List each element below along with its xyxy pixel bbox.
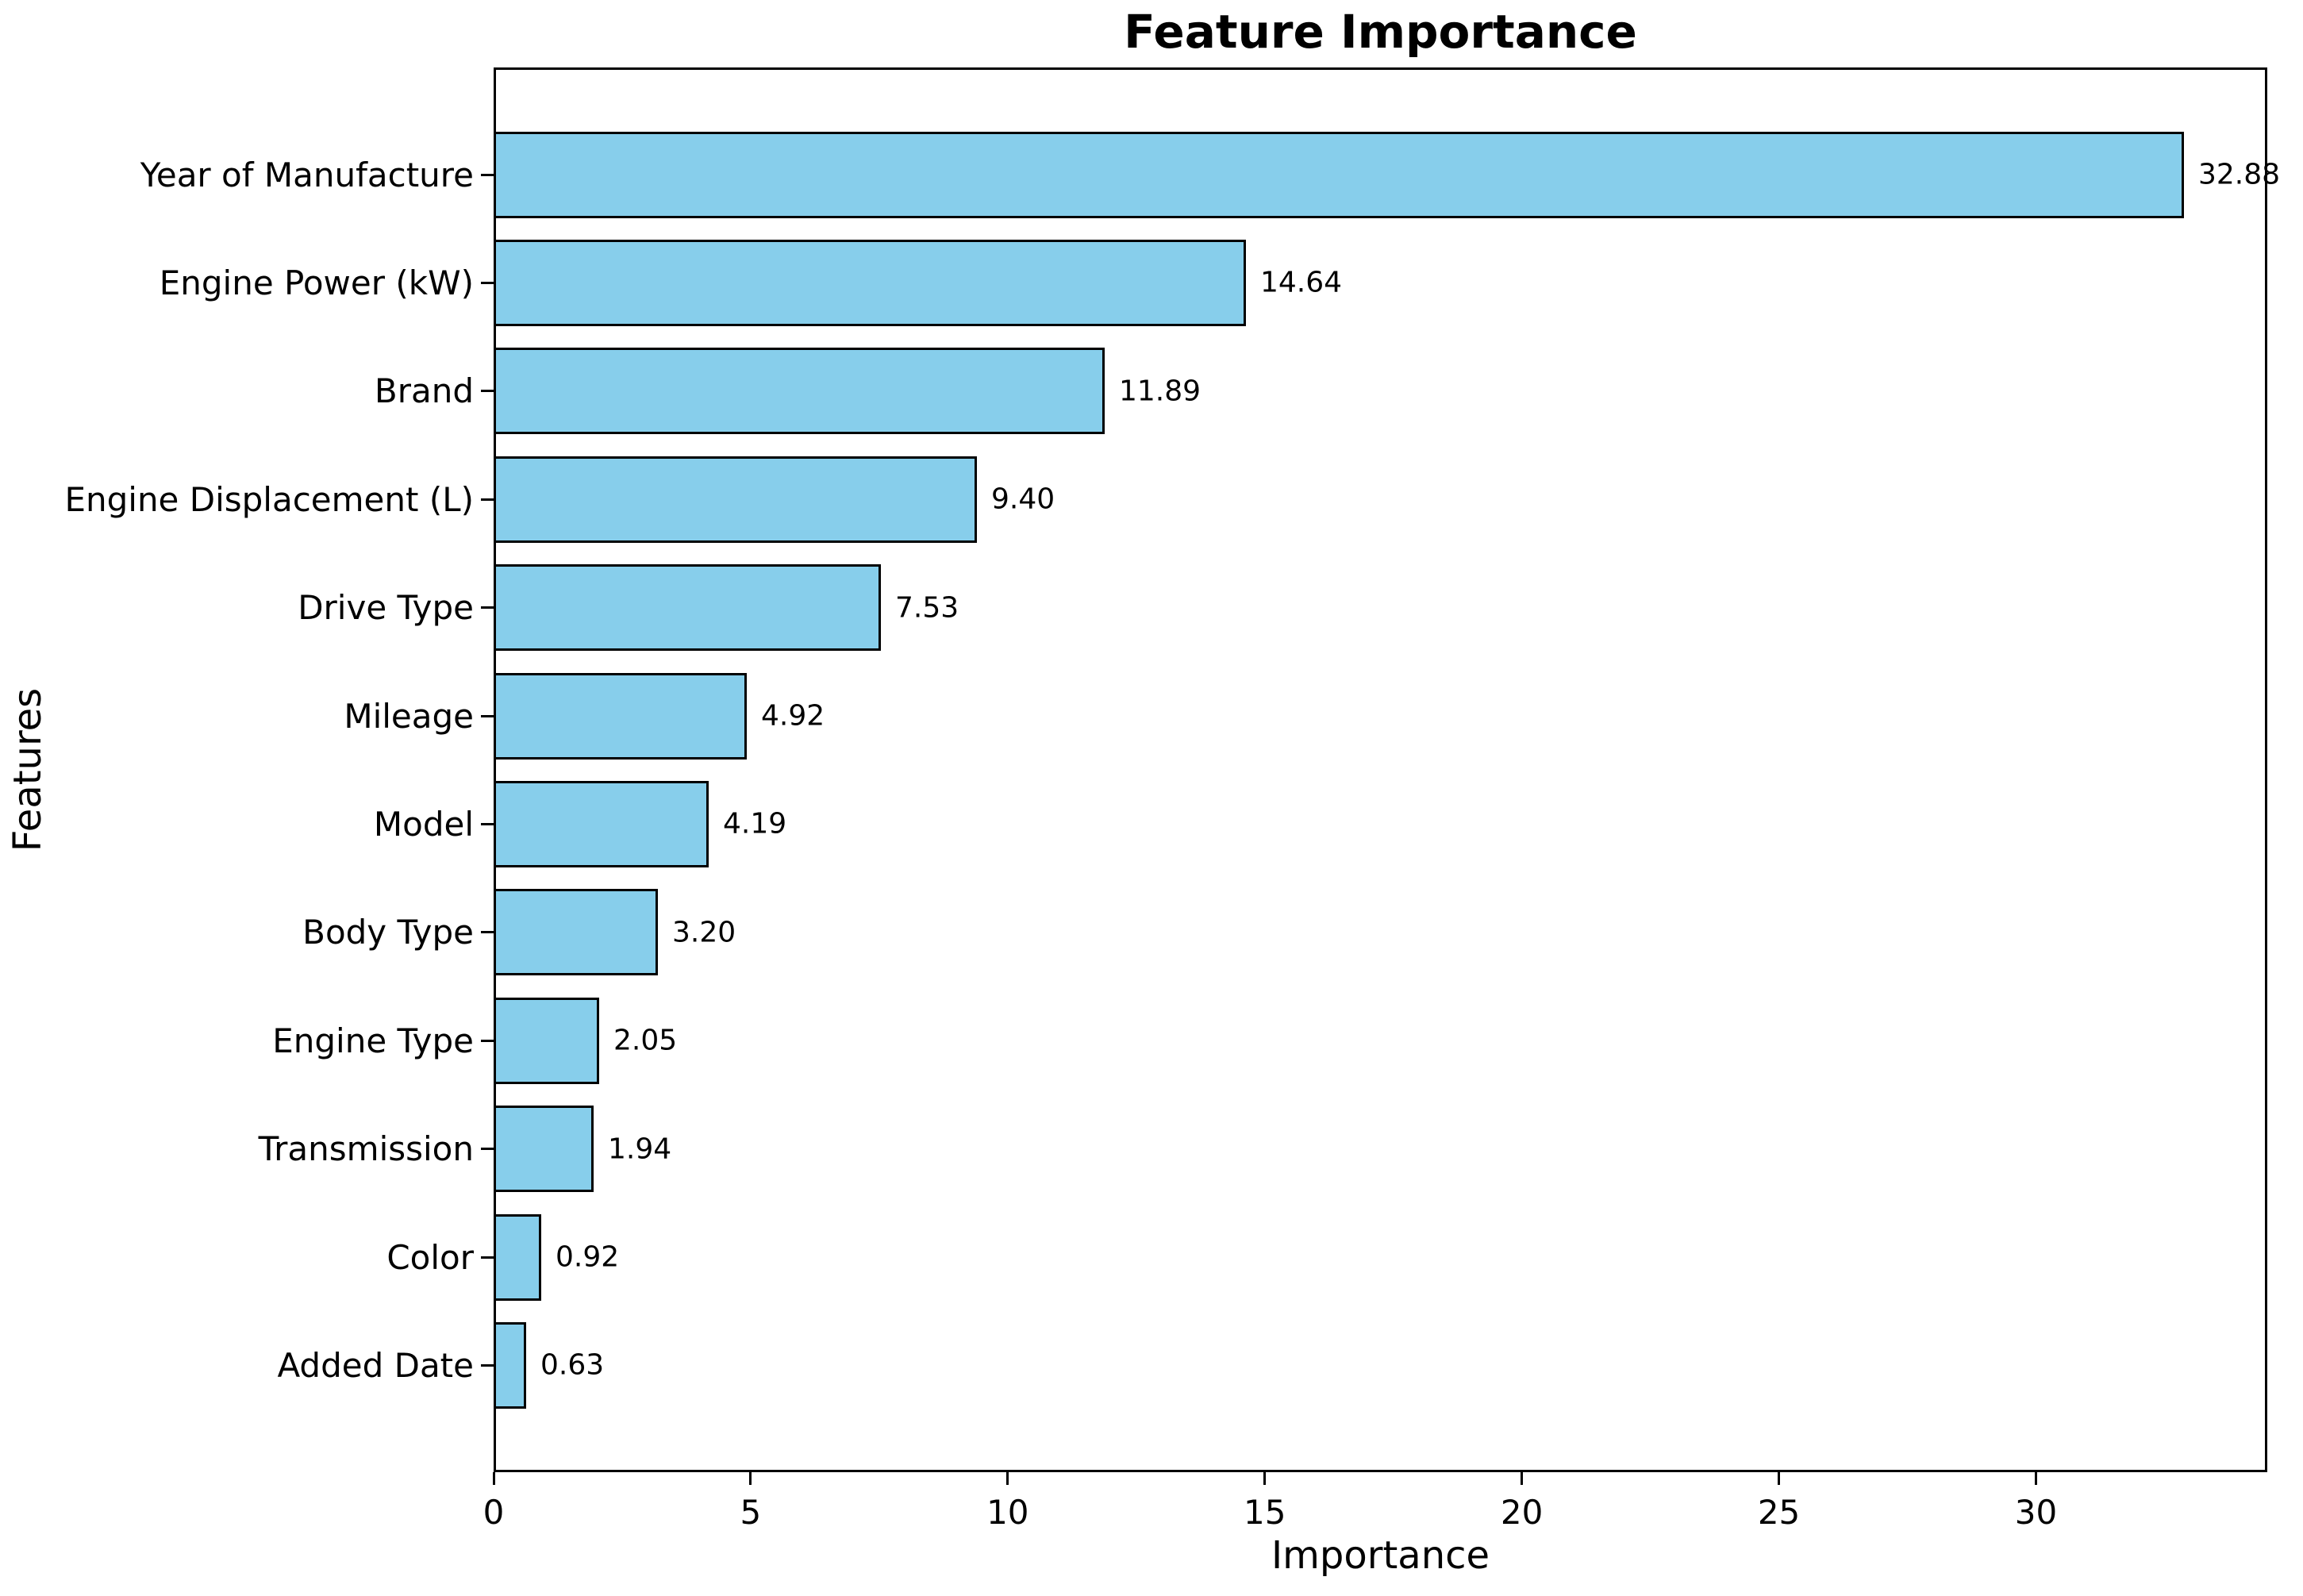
x-tick bbox=[492, 1472, 495, 1485]
bar-value-label: 32.88 bbox=[2198, 158, 2281, 191]
category-label: Added Date bbox=[277, 1345, 474, 1385]
bar bbox=[494, 131, 2184, 218]
category-label: Brand bbox=[374, 371, 474, 411]
x-tick bbox=[2034, 1472, 2037, 1485]
x-tick bbox=[749, 1472, 752, 1485]
bar-value-label: 9.40 bbox=[991, 483, 1055, 516]
bar bbox=[494, 1321, 526, 1409]
bar-value-label: 0.92 bbox=[556, 1240, 620, 1274]
category-label: Year of Manufacture bbox=[140, 155, 474, 194]
x-tick-label: 15 bbox=[1244, 1493, 1286, 1532]
x-tick-label: 10 bbox=[986, 1493, 1029, 1532]
y-tick bbox=[481, 1363, 494, 1367]
bar-value-label: 1.94 bbox=[608, 1133, 672, 1166]
y-tick bbox=[481, 606, 494, 610]
bar-value-label: 4.19 bbox=[723, 807, 787, 840]
bar-value-label: 7.53 bbox=[895, 591, 959, 625]
bar-value-label: 14.64 bbox=[1260, 266, 1343, 299]
bar bbox=[494, 997, 599, 1084]
bar-value-label: 4.92 bbox=[761, 699, 825, 733]
category-label: Mileage bbox=[344, 696, 474, 736]
bar bbox=[494, 564, 881, 652]
x-tick-label: 20 bbox=[1500, 1493, 1544, 1532]
y-tick bbox=[481, 822, 494, 825]
bar bbox=[494, 672, 747, 760]
x-tick bbox=[1006, 1472, 1009, 1485]
bar bbox=[494, 348, 1105, 435]
bar bbox=[494, 889, 658, 976]
x-tick-label: 25 bbox=[1757, 1493, 1801, 1532]
category-label: Engine Displacement (L) bbox=[64, 479, 474, 519]
bar bbox=[494, 239, 1246, 326]
bar-value-label: 0.63 bbox=[540, 1348, 605, 1382]
y-tick bbox=[481, 1256, 494, 1259]
x-tick-label: 5 bbox=[740, 1493, 762, 1532]
x-tick bbox=[1263, 1472, 1267, 1485]
category-label: Engine Type bbox=[272, 1021, 474, 1060]
x-tick bbox=[1778, 1472, 1781, 1485]
y-tick bbox=[481, 390, 494, 393]
y-tick bbox=[481, 931, 494, 934]
bar bbox=[494, 456, 977, 543]
x-tick-label: 30 bbox=[2014, 1493, 2058, 1532]
bar bbox=[494, 1106, 594, 1193]
x-axis-title: Importance bbox=[1271, 1533, 1490, 1578]
bar bbox=[494, 780, 709, 867]
chart-title: Feature Importance bbox=[1124, 5, 1637, 59]
y-tick bbox=[481, 498, 494, 501]
x-tick bbox=[1521, 1472, 1524, 1485]
bar bbox=[494, 1213, 541, 1301]
y-tick bbox=[481, 1039, 494, 1042]
category-label: Body Type bbox=[302, 913, 474, 952]
bar-value-label: 11.89 bbox=[1119, 375, 1201, 408]
bar-value-label: 3.20 bbox=[672, 916, 736, 949]
y-tick bbox=[481, 1148, 494, 1151]
category-label: Drive Type bbox=[298, 588, 474, 628]
y-tick bbox=[481, 714, 494, 717]
category-label: Engine Power (kW) bbox=[159, 263, 474, 302]
bar-value-label: 2.05 bbox=[613, 1024, 678, 1057]
y-tick bbox=[481, 281, 494, 284]
category-label: Color bbox=[386, 1237, 474, 1277]
category-label: Model bbox=[373, 804, 474, 844]
y-tick bbox=[481, 173, 494, 176]
x-tick-label: 0 bbox=[483, 1493, 505, 1532]
category-label: Transmission bbox=[258, 1129, 474, 1169]
